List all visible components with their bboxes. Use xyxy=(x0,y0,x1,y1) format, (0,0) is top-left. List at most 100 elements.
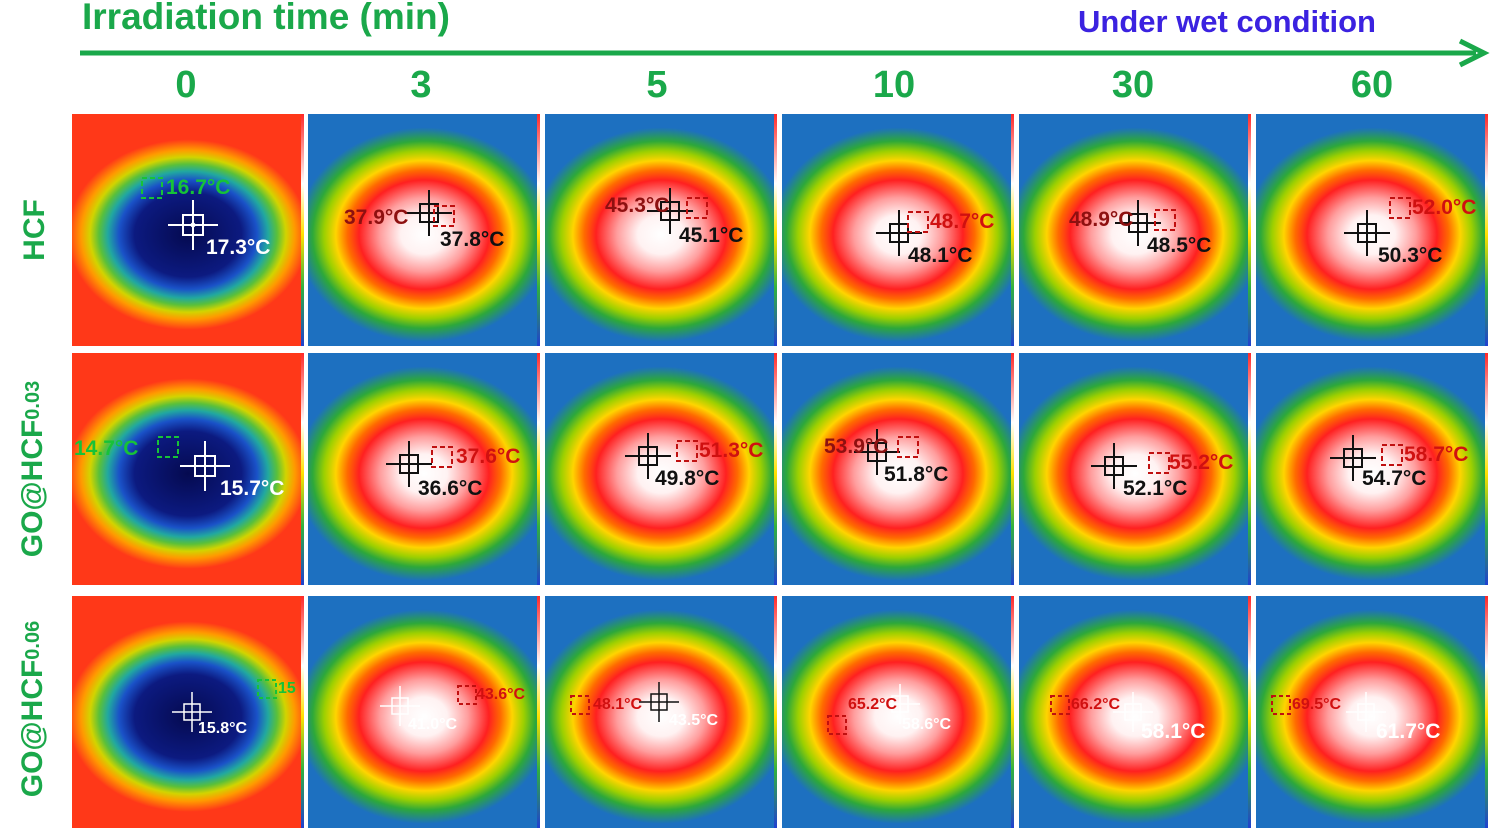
center-temperature: 15.7°C xyxy=(220,477,285,500)
thermal-image-go003-0: 14.7°C 15.7°C xyxy=(72,353,304,585)
crosshair-icon xyxy=(647,188,693,234)
max-point-marker-icon xyxy=(457,685,477,705)
crosshair-icon xyxy=(406,190,452,236)
max-point-marker-icon xyxy=(431,446,453,468)
thermal-image-go006-30: 66.2°C 58.1°C xyxy=(1019,596,1251,828)
center-temperature: 15.8°C xyxy=(198,720,248,737)
max-temperature: 15 xyxy=(278,680,296,697)
max-temperature: 45.3°C xyxy=(605,194,670,217)
color-scale xyxy=(537,114,540,346)
color-scale xyxy=(1011,114,1014,346)
crosshair-icon xyxy=(854,429,900,475)
max-point-marker-icon xyxy=(433,205,455,227)
max-temperature: 37.9°C xyxy=(344,206,409,229)
color-scale xyxy=(301,114,304,346)
color-scale xyxy=(1485,114,1488,346)
max-point-marker-icon xyxy=(907,211,929,233)
thermal-image-go006-10: 65.2°C 58.6°C xyxy=(782,596,1014,828)
color-scale xyxy=(1248,596,1251,828)
crosshair-icon xyxy=(172,692,212,732)
color-scale xyxy=(1248,114,1251,346)
crosshair-icon xyxy=(1330,435,1376,481)
col-label-10: 10 xyxy=(872,64,916,106)
max-temperature: 48.9°C xyxy=(1069,208,1134,231)
crosshair-icon xyxy=(380,686,420,726)
max-temperature: 58.7°C xyxy=(1404,443,1469,466)
thermal-image-hcf-60: 52.0°C 50.3°C xyxy=(1256,114,1488,346)
thermal-image-go006-5: 48.1°C 43.5°C xyxy=(545,596,777,828)
time-arrow-icon xyxy=(80,38,1490,68)
center-temperature: 52.1°C xyxy=(1123,477,1188,500)
center-temperature: 54.7°C xyxy=(1362,467,1427,490)
color-scale xyxy=(1248,353,1251,585)
center-temperature: 49.8°C xyxy=(655,467,720,490)
thermal-image-go003-30: 55.2°C 52.1°C xyxy=(1019,353,1251,585)
max-temperature: 37.6°C xyxy=(456,445,521,468)
row-label-go003: GO@HCF 0.03 xyxy=(16,380,49,558)
thermal-image-go006-60: 69.5°C 61.7°C xyxy=(1256,596,1488,828)
max-point-marker-icon xyxy=(257,679,277,699)
max-point-marker-icon xyxy=(157,436,179,458)
max-point-marker-icon xyxy=(897,436,919,458)
col-label-60: 60 xyxy=(1350,64,1394,106)
thermal-image-go003-10: 53.9°C 51.8°C xyxy=(782,353,1014,585)
color-scale xyxy=(301,353,304,585)
center-temperature: 37.8°C xyxy=(440,228,505,251)
max-temperature: 48.1°C xyxy=(593,696,643,713)
max-temperature: 16.7°C xyxy=(166,176,231,199)
crosshair-icon xyxy=(1115,200,1161,246)
thermal-image-go006-0: 15 15.8°C xyxy=(72,596,304,828)
center-temperature: 41.0°C xyxy=(408,716,458,733)
max-temperature: 65.2°C xyxy=(848,696,898,713)
max-temperature: 48.7°C xyxy=(930,210,995,233)
thermal-image-hcf-10: 48.7°C 48.1°C xyxy=(782,114,1014,346)
col-label-5: 5 xyxy=(646,64,668,106)
max-point-marker-icon xyxy=(1381,444,1403,466)
center-temperature: 50.3°C xyxy=(1378,244,1443,267)
thermal-image-hcf-3: 37.9°C 37.8°C xyxy=(308,114,540,346)
center-temperature: 36.6°C xyxy=(418,477,483,500)
color-scale xyxy=(537,596,540,828)
max-point-marker-icon xyxy=(1050,695,1070,715)
color-scale xyxy=(1485,353,1488,585)
max-temperature: 52.0°C xyxy=(1412,196,1477,219)
thermal-image-hcf-30: 48.9°C 48.5°C xyxy=(1019,114,1251,346)
max-temperature: 55.2°C xyxy=(1169,451,1234,474)
crosshair-icon xyxy=(386,441,432,487)
color-scale xyxy=(537,353,540,585)
color-scale xyxy=(774,596,777,828)
crosshair-icon xyxy=(1344,210,1390,256)
max-point-marker-icon xyxy=(827,715,847,735)
max-temperature: 43.6°C xyxy=(476,686,526,703)
max-temperature: 53.9°C xyxy=(824,435,889,458)
crosshair-icon xyxy=(1091,443,1137,489)
thermal-image-hcf-0: 16.7°C 17.3°C xyxy=(72,114,304,346)
center-temperature: 51.8°C xyxy=(884,463,949,486)
row-label-hcf: HCF xyxy=(18,199,51,261)
col-label-30: 30 xyxy=(1111,64,1155,106)
color-scale xyxy=(1011,353,1014,585)
color-scale xyxy=(774,353,777,585)
crosshair-icon xyxy=(639,682,679,722)
color-scale xyxy=(1485,596,1488,828)
max-point-marker-icon xyxy=(570,695,590,715)
crosshair-icon xyxy=(180,441,230,491)
max-point-marker-icon xyxy=(1148,452,1170,474)
max-point-marker-icon xyxy=(676,440,698,462)
crosshair-icon xyxy=(880,684,920,724)
center-temperature: 43.5°C xyxy=(669,712,719,729)
thermal-image-hcf-5: 45.3°C 45.1°C xyxy=(545,114,777,346)
axis-title: Irradiation time (min) xyxy=(82,0,450,37)
crosshair-icon xyxy=(1113,692,1153,732)
max-temperature: 66.2°C xyxy=(1071,696,1121,713)
thermal-image-go006-3: 43.6°C 41.0°C xyxy=(308,596,540,828)
max-point-marker-icon xyxy=(1154,209,1176,231)
max-point-marker-icon xyxy=(1271,695,1291,715)
color-scale xyxy=(301,596,304,828)
center-temperature: 58.1°C xyxy=(1141,720,1206,743)
max-temperature: 51.3°C xyxy=(699,439,764,462)
color-scale xyxy=(1011,596,1014,828)
center-temperature: 48.1°C xyxy=(908,244,973,267)
thermal-image-go003-5: 51.3°C 49.8°C xyxy=(545,353,777,585)
col-label-3: 3 xyxy=(410,64,432,106)
